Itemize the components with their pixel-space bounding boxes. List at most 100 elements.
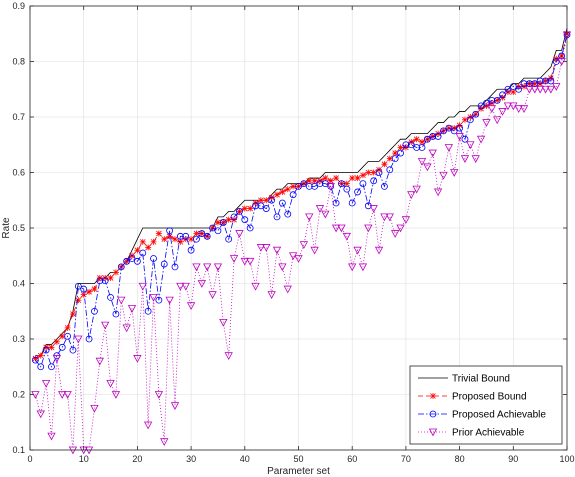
data-point <box>198 230 206 237</box>
data-point <box>91 307 98 315</box>
data-point <box>267 291 276 299</box>
data-point <box>143 421 153 430</box>
legend-label: Prior Achievable <box>452 428 525 439</box>
y-tick-label: 0.4 <box>12 279 25 289</box>
data-point <box>402 141 410 149</box>
x-tick-label: 60 <box>347 454 357 464</box>
y-tick-label: 0.3 <box>12 334 25 344</box>
data-point <box>117 263 125 271</box>
data-point <box>547 77 555 85</box>
data-point <box>166 227 174 235</box>
legend-marker <box>428 428 438 437</box>
data-point <box>145 244 152 251</box>
data-point <box>85 335 93 343</box>
legend-label: Trivial Bound <box>452 374 510 385</box>
legend-item: Trivial Bound <box>418 374 510 385</box>
data-point <box>181 282 190 291</box>
data-point <box>274 191 281 198</box>
x-tick-label: 90 <box>508 454 518 464</box>
data-point <box>161 236 168 243</box>
data-point <box>251 282 260 291</box>
data-point <box>450 127 458 135</box>
data-point <box>75 297 82 304</box>
data-point <box>397 144 404 151</box>
data-point <box>208 291 217 299</box>
data-point <box>343 180 350 187</box>
data-point <box>434 133 442 140</box>
data-point <box>213 263 223 272</box>
legend-label: Proposed Achievable <box>452 410 546 421</box>
data-point <box>342 232 351 241</box>
data-point <box>461 135 469 143</box>
data-point <box>236 207 243 215</box>
x-tick-label: 70 <box>401 454 411 464</box>
data-point <box>385 213 394 222</box>
data-point <box>192 263 201 272</box>
data-point <box>332 199 340 207</box>
data-point <box>229 255 239 263</box>
data-point <box>322 175 329 182</box>
data-point <box>36 410 45 419</box>
data-point <box>193 235 200 243</box>
data-point <box>381 182 388 190</box>
data-point <box>69 346 77 354</box>
data-point <box>396 224 405 233</box>
data-point <box>493 96 501 104</box>
data-point <box>338 180 345 188</box>
x-tick-label: 20 <box>132 454 142 464</box>
data-point <box>107 293 114 301</box>
data-point <box>37 363 45 371</box>
data-point <box>455 133 464 141</box>
series-prior-achievable <box>31 31 572 455</box>
y-tick-label: 0.9 <box>12 1 25 11</box>
data-point <box>370 177 378 185</box>
y-tick-label: 0.8 <box>12 57 25 67</box>
data-point <box>440 127 447 135</box>
data-point <box>311 177 318 184</box>
x-tick-label: 40 <box>240 454 250 464</box>
data-point <box>364 224 373 233</box>
data-point <box>278 263 287 272</box>
data-point <box>412 185 421 194</box>
data-point <box>53 338 60 345</box>
data-point <box>343 185 351 193</box>
data-point <box>186 302 196 311</box>
series-proposed-bound <box>32 30 570 362</box>
data-point <box>52 355 62 363</box>
data-point <box>127 305 137 313</box>
data-point <box>74 335 83 344</box>
data-point <box>257 197 264 204</box>
data-point <box>353 246 362 255</box>
data-point <box>80 285 88 293</box>
data-point <box>289 191 297 199</box>
data-point <box>326 182 335 191</box>
data-point <box>519 105 529 114</box>
data-point <box>358 263 368 272</box>
data-point <box>101 277 109 285</box>
data-point <box>176 232 184 240</box>
data-point <box>230 213 238 221</box>
data-point <box>284 210 292 218</box>
data-point <box>542 77 549 85</box>
data-point <box>510 89 517 96</box>
data-point <box>150 238 157 245</box>
data-point <box>262 244 271 252</box>
legend-item: Proposed Bound <box>418 392 527 403</box>
data-point <box>241 216 249 224</box>
data-point <box>295 182 302 190</box>
data-point <box>311 182 319 190</box>
data-point <box>241 205 248 212</box>
data-point <box>536 77 544 85</box>
data-point <box>139 238 146 245</box>
data-point <box>122 324 131 333</box>
data-point <box>429 133 437 140</box>
x-tick-label: 10 <box>79 454 89 464</box>
data-point <box>139 249 147 257</box>
data-point <box>133 257 141 265</box>
data-point <box>369 205 378 213</box>
data-point <box>247 205 254 212</box>
data-point <box>407 141 415 149</box>
data-point <box>498 108 507 116</box>
data-point <box>112 310 120 318</box>
data-point <box>128 255 136 262</box>
